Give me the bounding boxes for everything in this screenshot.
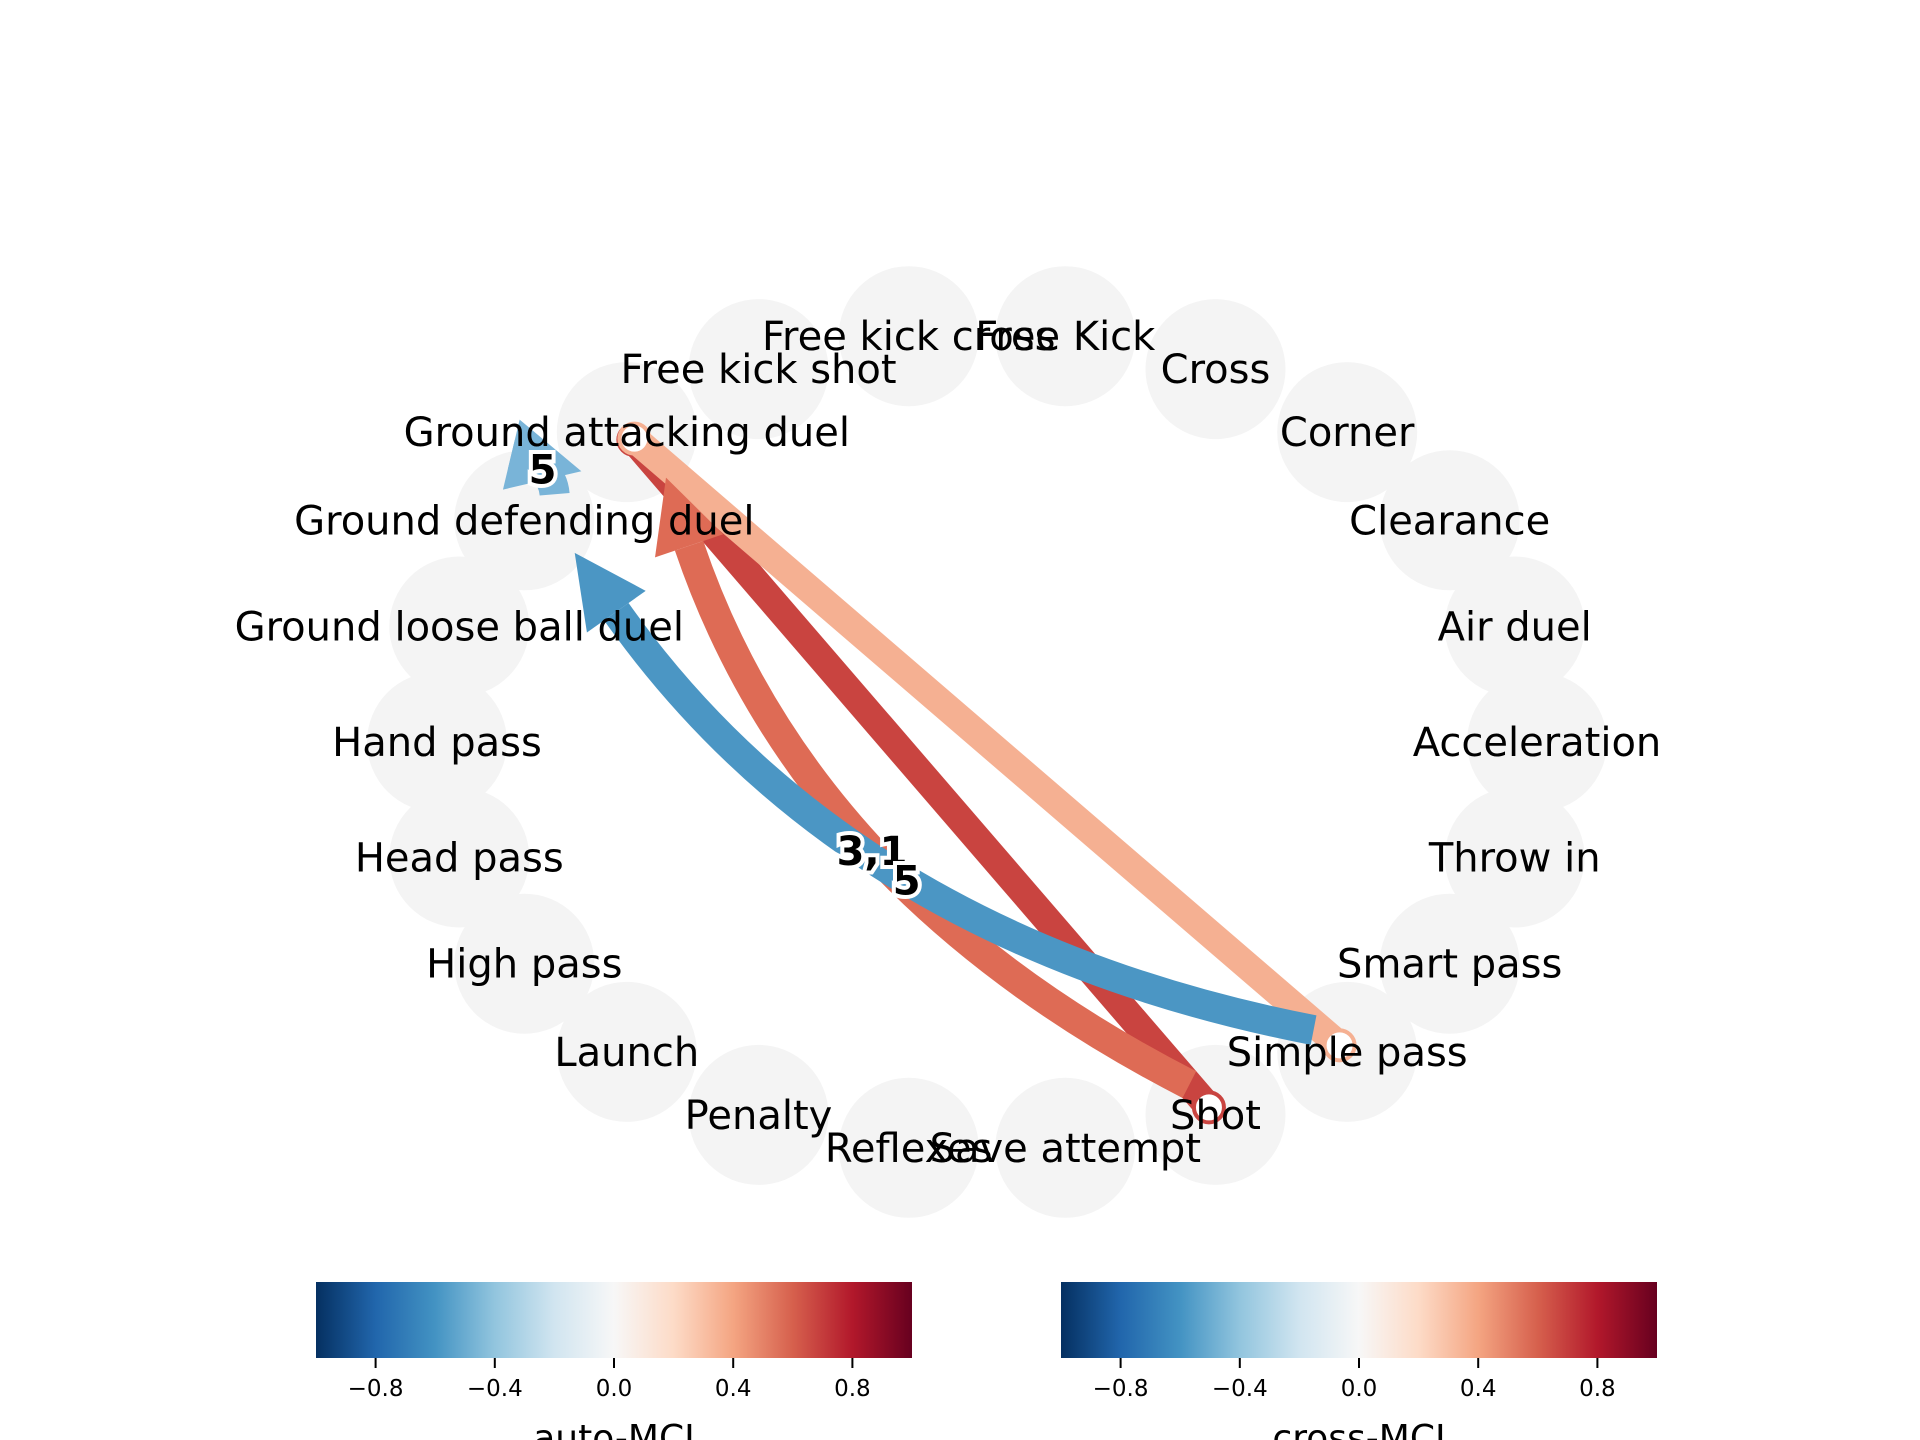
network-nodes xyxy=(367,266,1607,1218)
node-label-hand-pass: Hand pass xyxy=(332,720,542,766)
lag-label: 5 xyxy=(529,447,557,493)
node-air-duel xyxy=(1444,556,1585,697)
link-arrow-head xyxy=(655,477,724,558)
node-label-air-duel: Air duel xyxy=(1438,605,1592,651)
node-acceleration xyxy=(1467,672,1607,812)
node-smart-pass xyxy=(1379,893,1520,1034)
cross-mci-label: cross-MCI xyxy=(1272,1418,1445,1440)
colorbar-tick-label: −0.8 xyxy=(1093,1376,1149,1402)
colorbar-tick-label: 0.4 xyxy=(715,1376,752,1402)
link-endpoint-marker xyxy=(1191,1090,1226,1125)
node-free-kick xyxy=(995,266,1136,407)
node-cross xyxy=(1145,299,1286,440)
node-label-throw-in: Throw in xyxy=(1428,836,1601,882)
colorbar-tick-label: 0.8 xyxy=(1579,1376,1616,1402)
node-label-free-kick: Free Kick xyxy=(975,314,1156,360)
link-simple-pass-to-ground-defending-duel xyxy=(574,552,1317,1045)
node-label-high-pass: High pass xyxy=(426,942,622,988)
node-label-smart-pass: Smart pass xyxy=(1337,942,1562,988)
node-corner xyxy=(1277,362,1418,503)
node-label-free-kick-shot: Free kick shot xyxy=(620,347,896,393)
node-label-ground-loose-ball-duel: Ground loose ball duel xyxy=(235,605,684,651)
colorbar-tick-label: 0.4 xyxy=(1460,1376,1497,1402)
node-penalty xyxy=(688,1044,829,1185)
network-links xyxy=(502,419,1357,1125)
auto-mci-gradient-bar xyxy=(316,1282,912,1358)
node-label-cross: Cross xyxy=(1161,347,1271,393)
node-hand-pass xyxy=(367,672,507,812)
auto-mci-label: auto-MCI xyxy=(533,1418,695,1440)
node-reflexes xyxy=(838,1077,979,1218)
node-label-reflexes: Reflexes xyxy=(825,1126,993,1172)
node-throw-in xyxy=(1444,787,1585,928)
node-label-ground-defending-duel: Ground defending duel xyxy=(294,498,754,544)
auto-mci-colorbar: −0.8 −0.4 0.0 0.4 0.8 auto-MCI xyxy=(316,1282,912,1440)
auto-mci-ticks: −0.8 −0.4 0.0 0.4 0.8 xyxy=(348,1358,871,1402)
node-clearance xyxy=(1379,450,1520,591)
node-ground-loose-ball-duel xyxy=(389,556,530,697)
link-simple-pass-to-ground-attacking-duel xyxy=(617,421,1357,1063)
colorbar-tick-label: −0.8 xyxy=(348,1376,404,1402)
colorbar-tick-label: −0.4 xyxy=(1212,1376,1268,1402)
colorbar-tick-label: 0.0 xyxy=(1341,1376,1378,1402)
colorbar-tick-label: 0.0 xyxy=(596,1376,633,1402)
lag-label: 3,1 xyxy=(837,829,908,875)
link-endpoint-marker xyxy=(617,421,652,456)
link-ground-defending-duel-to-ground-attacking-duel xyxy=(502,419,582,497)
link-endpoint-marker xyxy=(1322,1028,1357,1063)
node-label-simple-pass: Simple pass xyxy=(1227,1030,1468,1076)
cross-mci-colorbar: −0.8 −0.4 0.0 0.4 0.8 cross-MCI xyxy=(1061,1282,1657,1440)
link-line xyxy=(625,428,1349,1056)
node-launch xyxy=(556,981,697,1122)
node-label-ground-attacking-duel: Ground attacking duel xyxy=(404,410,850,456)
link-arrow-head xyxy=(502,419,582,490)
node-label-corner: Corner xyxy=(1280,410,1415,456)
node-free-kick-cross xyxy=(838,266,979,407)
link-line xyxy=(622,430,1220,1117)
cross-mci-ticks: −0.8 −0.4 0.0 0.4 0.8 xyxy=(1093,1358,1616,1402)
node-label-clearance: Clearance xyxy=(1349,498,1550,544)
node-label-penalty: Penalty xyxy=(685,1093,833,1139)
link-arrow-shaft xyxy=(604,602,1317,1045)
node-label-save-attempt: Save attempt xyxy=(930,1126,1201,1172)
node-head-pass xyxy=(389,787,530,928)
node-save-attempt xyxy=(995,1077,1136,1218)
link-arrow-head xyxy=(574,552,646,633)
colorbar-tick-label: −0.4 xyxy=(467,1376,523,1402)
lag-label: 5 xyxy=(893,858,921,904)
node-label-free-kick-cross: Free kick cross xyxy=(762,314,1055,360)
lag-labels: 3,155 xyxy=(525,443,925,908)
node-label-head-pass: Head pass xyxy=(355,836,564,882)
node-free-kick-shot xyxy=(688,299,829,440)
colorbar-tick-label: 0.8 xyxy=(834,1376,871,1402)
node-high-pass xyxy=(454,893,595,1034)
node-label-launch: Launch xyxy=(554,1030,699,1076)
node-label-acceleration: Acceleration xyxy=(1413,720,1662,766)
cross-mci-gradient-bar xyxy=(1061,1282,1657,1358)
node-label-shot: Shot xyxy=(1170,1093,1261,1139)
